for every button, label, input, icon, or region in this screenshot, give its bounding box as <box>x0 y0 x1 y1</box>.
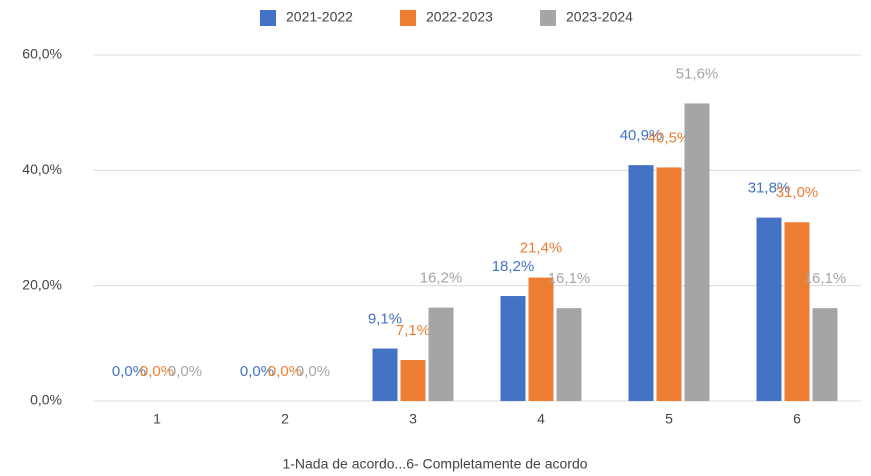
x-tick-label: 2 <box>281 411 289 427</box>
x-tick-label: 4 <box>537 411 545 427</box>
legend-swatch <box>260 10 276 26</box>
bar <box>656 167 682 401</box>
value-label: 51,6% <box>676 65 719 82</box>
y-tick-label: 20,0% <box>22 276 62 292</box>
value-label: 21,4% <box>520 240 563 257</box>
y-tick-label: 40,0% <box>22 161 62 177</box>
bar <box>556 308 582 401</box>
value-label: 0,0% <box>240 363 274 380</box>
bar <box>428 307 454 401</box>
x-tick-label: 6 <box>793 411 801 427</box>
x-axis-title: 1-Nada de acordo...6- Completamente de a… <box>282 456 587 472</box>
value-label: 40,5% <box>648 129 691 146</box>
legend-label: 2021-2022 <box>286 9 353 25</box>
bar <box>628 165 654 401</box>
bar <box>500 296 526 401</box>
value-label: 16,1% <box>548 270 591 287</box>
value-label: 0,0% <box>112 363 146 380</box>
y-tick-label: 60,0% <box>22 46 62 62</box>
bar <box>684 103 710 401</box>
value-label: 0,0% <box>296 363 330 380</box>
value-label: 0,0% <box>140 363 174 380</box>
value-label: 40,9% <box>620 127 663 144</box>
bar <box>400 360 426 401</box>
bar <box>372 348 398 401</box>
value-label: 7,1% <box>396 322 430 339</box>
value-label: 0,0% <box>168 363 202 380</box>
value-label: 0,0% <box>268 363 302 380</box>
value-label: 16,2% <box>420 270 463 287</box>
value-label: 9,1% <box>368 310 402 327</box>
bar <box>784 222 810 401</box>
x-tick-label: 3 <box>409 411 417 427</box>
bar <box>528 277 554 401</box>
legend-label: 2022-2023 <box>426 9 493 25</box>
value-label: 31,8% <box>748 180 791 197</box>
bar <box>756 217 782 401</box>
x-tick-label: 5 <box>665 411 673 427</box>
value-label: 31,0% <box>776 184 819 201</box>
y-tick-label: 0,0% <box>30 392 62 408</box>
legend-swatch <box>400 10 416 26</box>
legend-swatch <box>540 10 556 26</box>
bar <box>812 308 838 401</box>
x-tick-label: 1 <box>153 411 161 427</box>
value-label: 18,2% <box>492 258 535 275</box>
legend-label: 2023-2024 <box>566 9 633 25</box>
value-label: 16,1% <box>804 270 847 287</box>
